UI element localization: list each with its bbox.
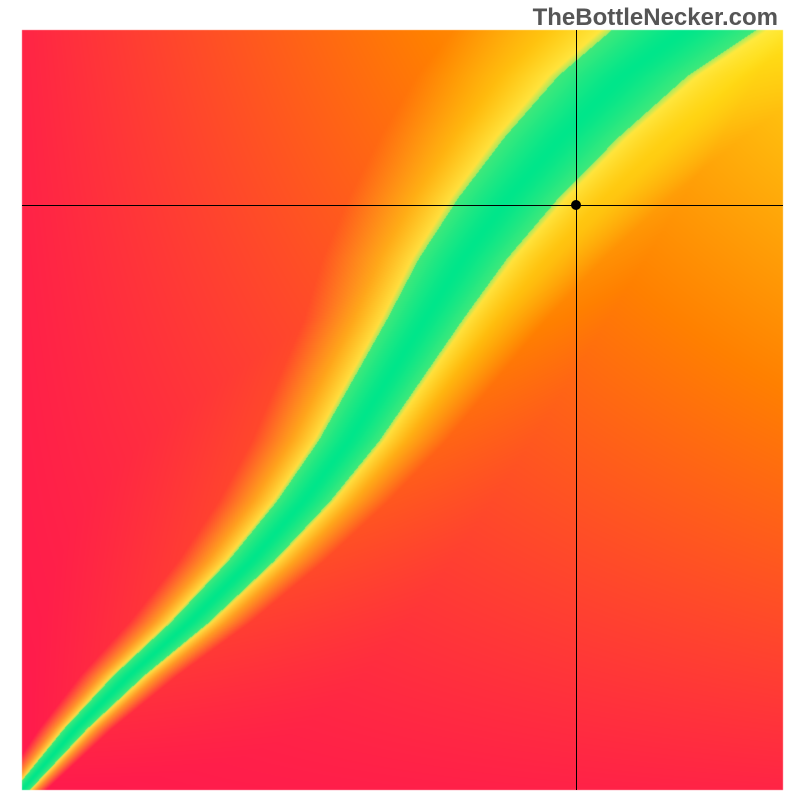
watermark-text: TheBottleNecker.com	[533, 4, 778, 32]
crosshair-marker	[571, 200, 581, 210]
crosshair-vertical	[576, 30, 577, 790]
chart-container: { "meta": { "canvas_width": 800, "canvas…	[0, 0, 800, 800]
crosshair-horizontal	[22, 205, 783, 206]
bottleneck-heatmap	[0, 0, 800, 800]
